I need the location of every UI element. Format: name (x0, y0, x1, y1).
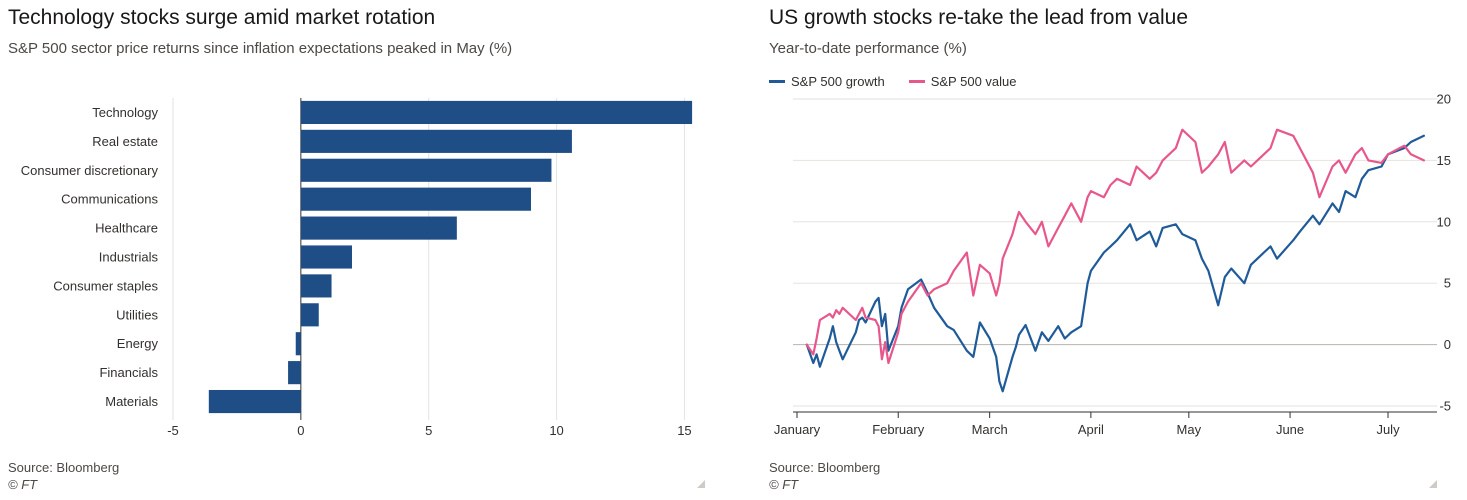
bar-x-tick-label-3: 10 (549, 423, 563, 438)
bar-consumer-staples (300, 274, 332, 298)
legend-item-value: S&P 500 value (908, 74, 1017, 89)
growth-value-panel: US growth stocks re-take the lead from v… (733, 0, 1467, 500)
bar-category-label: Consumer discretionary (21, 163, 159, 178)
line-y-tick-label-1: 0 (1444, 337, 1451, 352)
bar-utilities (300, 303, 319, 327)
bar-communications (300, 187, 531, 211)
sector-returns-bar-chart: -5 0 5 10 15 Technology Real estate Consumer di… (21, 98, 693, 438)
bar-x-tick-label-1: 0 (297, 423, 304, 438)
line-x-tick-label-3: April (1078, 422, 1104, 437)
left-chart-source: Source: Bloomberg (8, 460, 120, 475)
bar-category-label: Communications (61, 192, 158, 207)
line-x-tick-label-4: May (1177, 422, 1202, 437)
bar-technology (300, 100, 693, 125)
bar-category-label: Financials (99, 365, 158, 380)
resize-corner-icon (1429, 480, 1437, 488)
bar-healthcare (300, 216, 457, 240)
line-x-tick-label-1: February (872, 422, 925, 437)
bar-consumer-discretionary (300, 158, 552, 182)
resize-corner-icon (697, 480, 705, 488)
bar-industrials (300, 245, 352, 269)
bar-category-label: Utilities (116, 307, 158, 322)
legend-label-growth: S&P 500 growth (791, 74, 885, 89)
line-x-tick-label-5: June (1276, 422, 1304, 437)
bar-materials (208, 389, 301, 414)
line-y-tick-label-0: -5 (1439, 399, 1451, 414)
bar-category-label: Energy (117, 336, 159, 351)
bar-category-label: Materials (105, 394, 158, 409)
line-chart-legend: S&P 500 growth S&P 500 value (769, 74, 1017, 89)
legend-label-value: S&P 500 value (930, 74, 1017, 89)
left-chart-copyright: © FT (8, 477, 38, 492)
growth-value-line-chart: -5 0 5 10 15 20 January February March April May Ju… (774, 92, 1451, 438)
bar-category-label: Industrials (99, 250, 159, 265)
legend-swatch-growth (769, 80, 785, 83)
bar-category-label: Healthcare (95, 221, 158, 236)
line-y-tick-label-2: 5 (1444, 276, 1451, 291)
growth-series-line (805, 134, 1426, 393)
bar-financials (288, 361, 301, 385)
bar-x-tick-label-0: -5 (167, 423, 179, 438)
right-chart-copyright: © FT (769, 477, 799, 492)
bar-category-label: Technology (92, 105, 158, 120)
right-chart-source: Source: Bloomberg (769, 460, 881, 475)
line-y-tick-label-3: 10 (1437, 214, 1451, 229)
line-x-tick-label-6: July (1376, 422, 1400, 437)
legend-item-growth: S&P 500 growth (769, 74, 885, 89)
right-chart-subtitle: Year-to-date performance (%) (769, 40, 967, 57)
line-x-tick-label-0: January (774, 422, 821, 437)
bar-x-tick-label-2: 5 (425, 423, 432, 438)
line-x-tick-label-2: March (972, 422, 1008, 437)
left-chart-subtitle: S&P 500 sector price returns since infla… (8, 40, 513, 57)
legend-swatch-value (908, 80, 925, 83)
bar-energy (295, 332, 301, 356)
bar-real-estate (300, 129, 572, 153)
sector-returns-panel: Technology stocks surge amid market rota… (0, 0, 733, 500)
bar-category-label: Consumer staples (53, 278, 158, 293)
bar-x-tick-label-4: 15 (677, 423, 691, 438)
left-chart-title: Technology stocks surge amid market rota… (8, 6, 436, 29)
line-y-tick-label-4: 15 (1437, 153, 1451, 168)
bar-category-label: Real estate (92, 134, 158, 149)
right-chart-title: US growth stocks re-take the lead from v… (769, 6, 1189, 29)
line-y-tick-label-5: 20 (1437, 92, 1451, 107)
value-series-line (805, 128, 1426, 365)
